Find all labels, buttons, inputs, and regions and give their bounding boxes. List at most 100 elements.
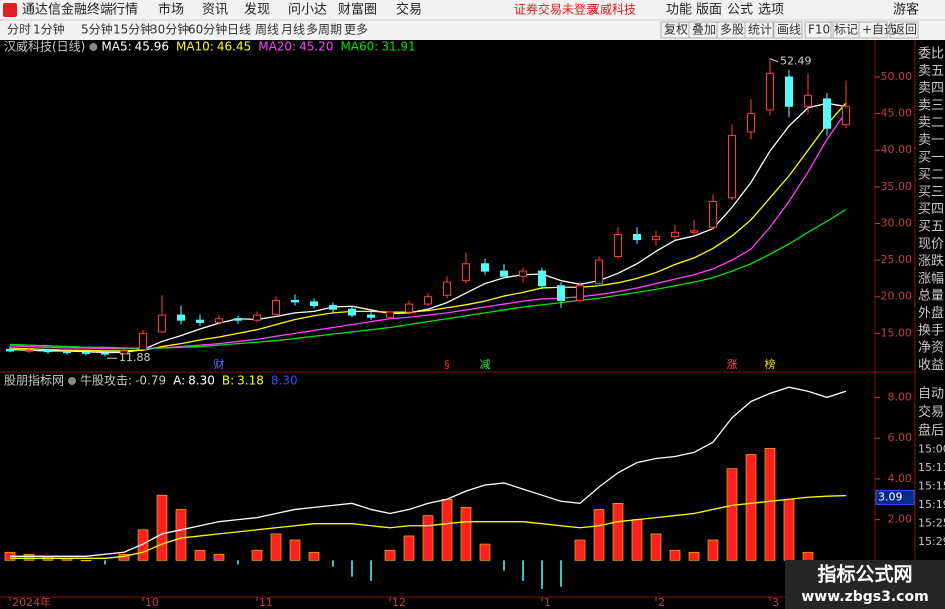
- indicator-bar: [270, 533, 282, 561]
- candle-body: [101, 352, 109, 355]
- indicator-bar: [612, 503, 624, 561]
- period[interactable]: 周线: [255, 23, 279, 37]
- low-label: 11.88: [119, 351, 151, 364]
- indicator-bar: [422, 515, 434, 561]
- y-tick-label: 25.00: [881, 253, 913, 266]
- quote-label: 卖三: [918, 98, 944, 113]
- menu-item[interactable]: 资讯: [202, 3, 228, 18]
- tool-button[interactable]: F10: [808, 23, 830, 37]
- legend-value: 46.45: [217, 40, 251, 54]
- watermark-title: 指标公式网: [817, 563, 912, 586]
- period[interactable]: 60分钟: [188, 22, 227, 37]
- quote-label: 涨幅: [918, 271, 944, 286]
- y-tick-label: 2.00: [888, 513, 913, 526]
- series-line: [9, 102, 847, 352]
- chart-title: 汉威科技(日线): [4, 40, 85, 54]
- menu-item[interactable]: 发现: [244, 2, 270, 18]
- event-marker: 榜: [765, 357, 776, 371]
- candle-body: [234, 318, 242, 321]
- candle-body: [538, 270, 546, 287]
- period[interactable]: 15分钟: [113, 22, 152, 37]
- period[interactable]: 30分钟: [150, 22, 189, 37]
- x-tick-label: 1: [544, 596, 551, 609]
- quote-label: 卖四: [918, 81, 944, 96]
- series-line: [10, 494, 847, 559]
- indicator-bar: [370, 560, 372, 581]
- period[interactable]: 更多: [344, 23, 368, 37]
- indicator-bar: [80, 560, 92, 562]
- right-menu[interactable]: 功能: [666, 3, 692, 18]
- candle-body: [785, 76, 793, 107]
- tool-button[interactable]: 画线: [777, 23, 801, 37]
- right-menu[interactable]: 选项: [758, 3, 784, 18]
- series-line: [9, 208, 847, 349]
- y-tick-label: 15.00: [881, 326, 913, 339]
- indicator-bar: [764, 448, 776, 561]
- period[interactable]: 1分钟: [33, 22, 65, 37]
- x-tick-label: 3: [772, 596, 779, 609]
- quote-label: 外盘: [918, 305, 944, 321]
- trade-label: 15:29: [918, 535, 945, 548]
- period[interactable]: 日线: [227, 23, 251, 37]
- candle-body: [823, 98, 831, 129]
- candle-body: [690, 230, 698, 233]
- candle-body: [63, 351, 71, 354]
- legend-label: MA20:: [258, 40, 296, 54]
- tool-button[interactable]: 标记: [834, 23, 858, 37]
- indicator-bar: [707, 539, 719, 561]
- current-value: 3.09: [878, 490, 903, 503]
- candle-body: [500, 270, 508, 277]
- legend-toggle: [89, 43, 98, 51]
- candle-body: [329, 305, 337, 310]
- legend-value: 3.18: [237, 374, 264, 388]
- tool-button[interactable]: 复权: [664, 23, 688, 37]
- candle-body: [595, 259, 603, 285]
- candle-body: [310, 301, 318, 307]
- candle-body: [842, 105, 850, 126]
- indicator-bar: [503, 560, 505, 571]
- candle-body: [747, 113, 755, 133]
- indicator-bar: [251, 549, 263, 561]
- quote-label: 净资: [918, 341, 944, 356]
- y-tick-label: 4.00: [888, 472, 913, 485]
- candle-body: [709, 201, 717, 228]
- candle-body: [120, 350, 128, 355]
- period[interactable]: 月线: [281, 23, 305, 37]
- tool-button[interactable]: +自选: [862, 23, 896, 37]
- x-tick-label: 2: [658, 596, 665, 609]
- menu-item[interactable]: 交易: [396, 2, 422, 18]
- tool-button[interactable]: 统计: [748, 23, 772, 37]
- menu-item[interactable]: 市场: [158, 2, 184, 18]
- user[interactable]: 游客: [893, 2, 919, 18]
- quote-label: 卖五: [918, 64, 944, 79]
- right-menu[interactable]: 公式: [727, 3, 753, 18]
- tool-button[interactable]: 返回: [893, 23, 917, 37]
- legend-value: 8.30: [188, 374, 215, 388]
- notice[interactable]: 汉威科技: [588, 3, 636, 17]
- menu-item[interactable]: 行情: [112, 3, 138, 18]
- series-line: [9, 102, 847, 354]
- indicator-bar: [194, 549, 206, 561]
- indicator-bar: [384, 549, 396, 561]
- tool-button[interactable]: 多股: [720, 23, 744, 37]
- indicator-bar: [745, 454, 757, 561]
- period[interactable]: 5分钟: [81, 22, 113, 37]
- indicator-bar: [522, 560, 524, 581]
- right-menu[interactable]: 版面: [696, 3, 722, 18]
- x-tick-label: 10: [145, 596, 159, 609]
- period[interactable]: 多周期: [306, 23, 342, 37]
- watermark-url: www.zbgs3.com: [801, 589, 928, 605]
- y-tick-label: 6.00: [888, 431, 913, 444]
- notice[interactable]: 证券交易未登录: [514, 2, 598, 17]
- period[interactable]: 分时: [7, 23, 31, 37]
- tool-button[interactable]: 叠加: [692, 23, 716, 37]
- trade-label: 15:25: [918, 517, 945, 530]
- event-marker: 财: [214, 357, 225, 371]
- candle-body: [671, 231, 679, 238]
- x-tick-label: 11: [259, 596, 273, 609]
- menu-item[interactable]: 财富圈: [338, 2, 377, 18]
- menu-item[interactable]: 问小达: [288, 3, 327, 18]
- candle-body: [386, 311, 394, 318]
- candle-body: [443, 281, 451, 296]
